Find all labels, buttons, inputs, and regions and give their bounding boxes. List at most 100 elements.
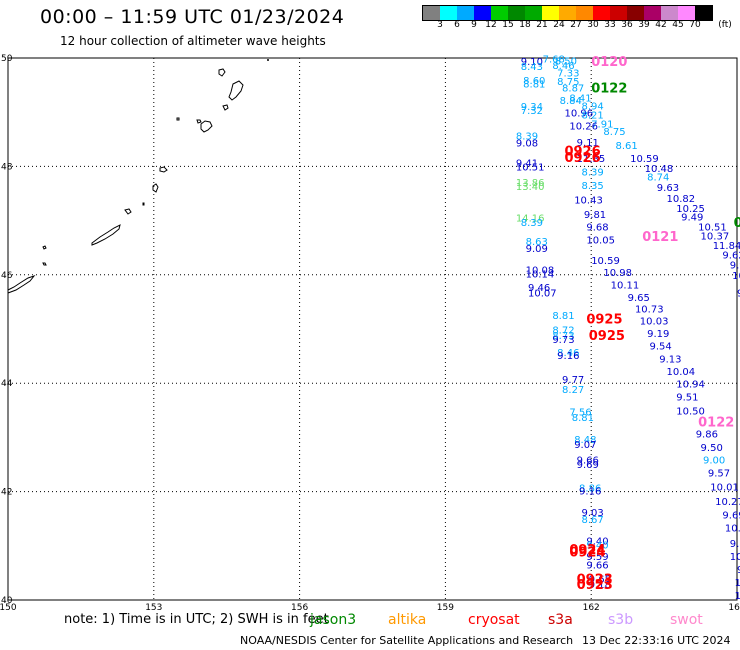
colorbar-tick-label: 12 <box>485 20 497 30</box>
wave-height-label: 13.86 <box>516 178 545 189</box>
colorbar-swatch <box>610 6 627 20</box>
wave-height-label: 9.10 <box>521 57 543 68</box>
wave-height-label: 8.41 <box>569 93 591 104</box>
wave-height-label: 7.33 <box>557 68 579 79</box>
wave-height-label: 8.39 <box>521 218 543 229</box>
wave-height-label: 8.46 <box>552 61 574 72</box>
wave-height-label: 9.11 <box>577 138 599 149</box>
wave-height-label: 10.73 <box>635 305 664 316</box>
wave-height-label: 8.63 <box>526 237 548 248</box>
wave-height-label: 9.00 <box>703 455 725 466</box>
coastline-shape <box>218 68 226 77</box>
track-time-label: 0122 <box>698 416 734 431</box>
colorbar-swatch <box>423 6 440 20</box>
wave-height-label: 8.75 <box>557 77 579 88</box>
coastline-dot <box>267 59 269 61</box>
colorbar-swatch <box>593 6 610 20</box>
colorbar-swatch <box>559 6 576 20</box>
wave-height-label: 9.81 <box>584 210 606 221</box>
track-time-label: 0121 <box>642 230 678 245</box>
colorbar-tick-label: 18 <box>519 20 531 30</box>
colorbar-swatch <box>695 6 712 20</box>
latitude-tick-label: 42 <box>1 488 12 498</box>
wave-height-label: 10.58 <box>735 578 740 589</box>
wave-height-label: 8.39 <box>581 168 603 179</box>
wave-height-label: 10.43 <box>574 195 603 206</box>
wave-height-label: 9.09 <box>526 244 548 255</box>
latitude-tick-label: 48 <box>1 162 13 172</box>
wave-height-label: 9.85 <box>737 565 740 576</box>
wave-height-label: 10.07 <box>528 288 557 299</box>
wave-height-label: 8.48 <box>574 435 596 446</box>
wave-height-label: 10.37 <box>701 232 730 243</box>
wave-height-label: 9.86 <box>696 429 718 440</box>
colorbar-tick-label: 30 <box>587 20 599 30</box>
wave-height-label: 10.14 <box>526 270 555 281</box>
wave-height-label: 9.50 <box>701 443 723 454</box>
mission-label-s3a: s3a <box>548 612 573 628</box>
colorbar-unit: (ft) <box>718 20 732 30</box>
mission-label-cryosat: cryosat <box>468 612 520 628</box>
wave-height-label: 9.18 <box>589 580 611 591</box>
wave-height-label: 9.40 <box>586 537 608 548</box>
coastline-shape <box>200 120 213 133</box>
track-time-label: 0923 <box>577 573 613 588</box>
track-time-label: 0924 <box>569 543 605 558</box>
coastline-shape <box>159 166 168 173</box>
longitude-tick-label: 150 <box>0 603 17 613</box>
wave-height-label: 10.59 <box>591 256 620 267</box>
longitude-tick-label: 153 <box>145 603 162 613</box>
coastline-shape <box>142 202 145 206</box>
colorbar-swatch <box>644 6 661 20</box>
wave-height-label: 9.66 <box>577 455 599 466</box>
wave-height-label: 8.61 <box>616 141 638 152</box>
latitude-tick-label: 44 <box>1 379 13 389</box>
wave-height-label: 10.01 <box>710 483 739 494</box>
colorbar-tick-label: 21 <box>536 20 548 30</box>
coastline-shape <box>196 119 202 124</box>
wave-height-label: 9.54 <box>650 342 672 353</box>
wave-height-label: 9.49 <box>681 213 703 224</box>
colorbar-tick-label: 36 <box>621 20 633 30</box>
wave-height-label: 8.43 <box>521 62 543 73</box>
wave-height-label: 9.77 <box>562 375 584 386</box>
wave-height-label: 9.34 <box>521 102 543 113</box>
wave-height-label: 11.35 <box>577 154 606 165</box>
wave-height-label: 10.94 <box>676 380 705 391</box>
track-time-label: 0925 <box>586 313 622 328</box>
wave-height-label: 9.82 <box>730 539 740 550</box>
mission-label-altika: altika <box>388 612 427 628</box>
wave-height-colorbar <box>422 5 713 21</box>
wave-height-label: 10.98 <box>603 268 632 279</box>
wave-height-label: 8.50 <box>555 57 577 68</box>
wave-height-label: 10.05 <box>586 235 615 246</box>
page-title: 00:00 – 11:59 UTC 01/23/2024 <box>40 6 345 28</box>
map-frame <box>7 57 738 601</box>
colorbar-tick-label: 45 <box>672 20 684 30</box>
wave-height-label: 10.04 <box>667 367 696 378</box>
track-time-label: 0120 <box>591 55 627 70</box>
wave-height-label: 8.86 <box>579 484 601 495</box>
page-subtitle: 12 hour collection of altimeter wave hei… <box>60 34 326 48</box>
longitude-tick-label: 159 <box>437 603 454 613</box>
wave-height-label: 10.82 <box>667 194 696 205</box>
wave-height-label: 7.32 <box>521 106 543 117</box>
wave-height-label: 8.27 <box>562 385 584 396</box>
coastline-shape <box>42 245 47 250</box>
wave-height-label: 8.39 <box>516 131 538 142</box>
footer-note: note: 1) Time is in UTC; 2) SWH is in fe… <box>64 612 329 627</box>
mission-label-s3b: s3b <box>608 612 634 628</box>
wave-height-label: 8.94 <box>581 101 603 112</box>
track-time-label: 0926 <box>564 145 600 160</box>
wave-height-label: 10.48 <box>645 164 674 175</box>
wave-height-label: 8.75 <box>603 127 625 138</box>
wave-height-label: 10.66 <box>725 524 740 535</box>
wave-height-label: 8.21 <box>581 111 603 122</box>
wave-height-label: 9.69 <box>577 460 599 471</box>
wave-height-label: 7.68 <box>543 54 565 65</box>
wave-height-label: 9.08 <box>516 138 538 149</box>
colorbar-swatch <box>474 6 491 20</box>
track-time-label: 0923 <box>577 578 613 593</box>
longitude-tick-label: 156 <box>291 603 308 613</box>
